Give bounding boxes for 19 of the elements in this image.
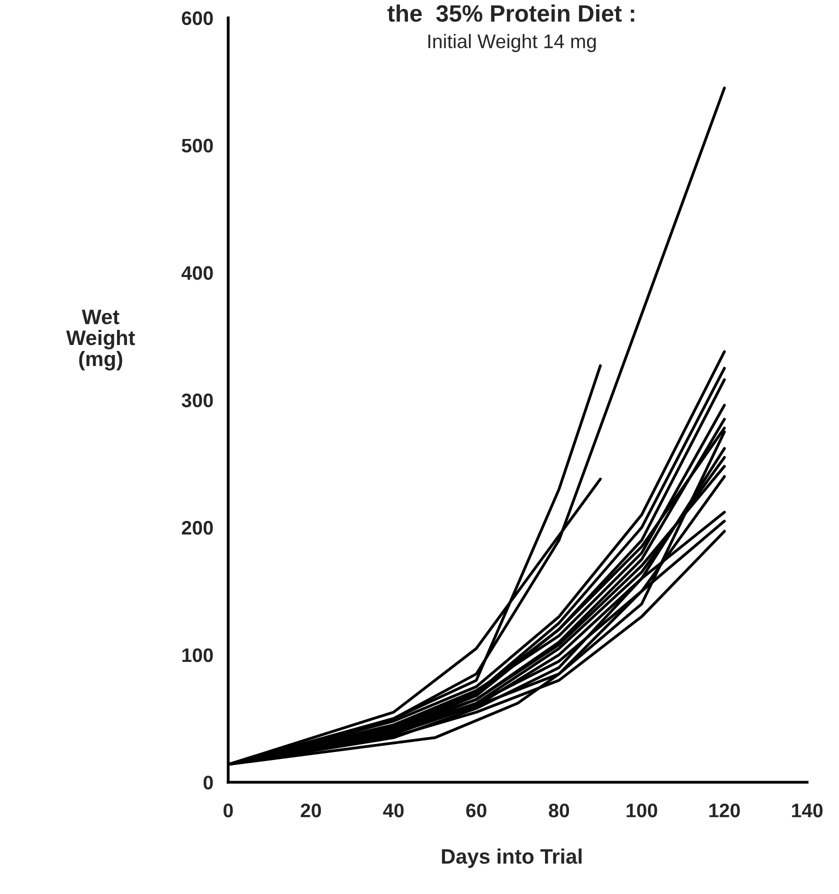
x-tick-label: 0 (224, 804, 233, 818)
y-tick-label: 200 (182, 520, 213, 535)
y-axis-title: Wet Weight (mg) (66, 310, 135, 370)
y-tick-label: 400 (181, 266, 213, 280)
x-tick-label: 120 (709, 804, 740, 818)
y-tick-label: 500 (182, 138, 213, 153)
y-tick-label: 300 (182, 394, 213, 408)
x-tick-label: 60 (466, 804, 486, 818)
y-tick-label: 600 (182, 11, 213, 26)
x-tick-label: 40 (383, 804, 404, 818)
x-tick-label: 100 (626, 804, 658, 818)
y-tick-label: 0 (204, 776, 213, 790)
x-tick-label: 80 (548, 804, 570, 818)
x-tick-label: 20 (300, 804, 321, 818)
y-tick-label: 100 (182, 648, 213, 662)
chart-title: the 35% Protein Diet : (387, 4, 634, 22)
text: Initial Weight 14 mg (428, 34, 596, 52)
x-axis-title: Days into Trial (442, 848, 582, 868)
x-tick-label: 140 (792, 804, 823, 818)
